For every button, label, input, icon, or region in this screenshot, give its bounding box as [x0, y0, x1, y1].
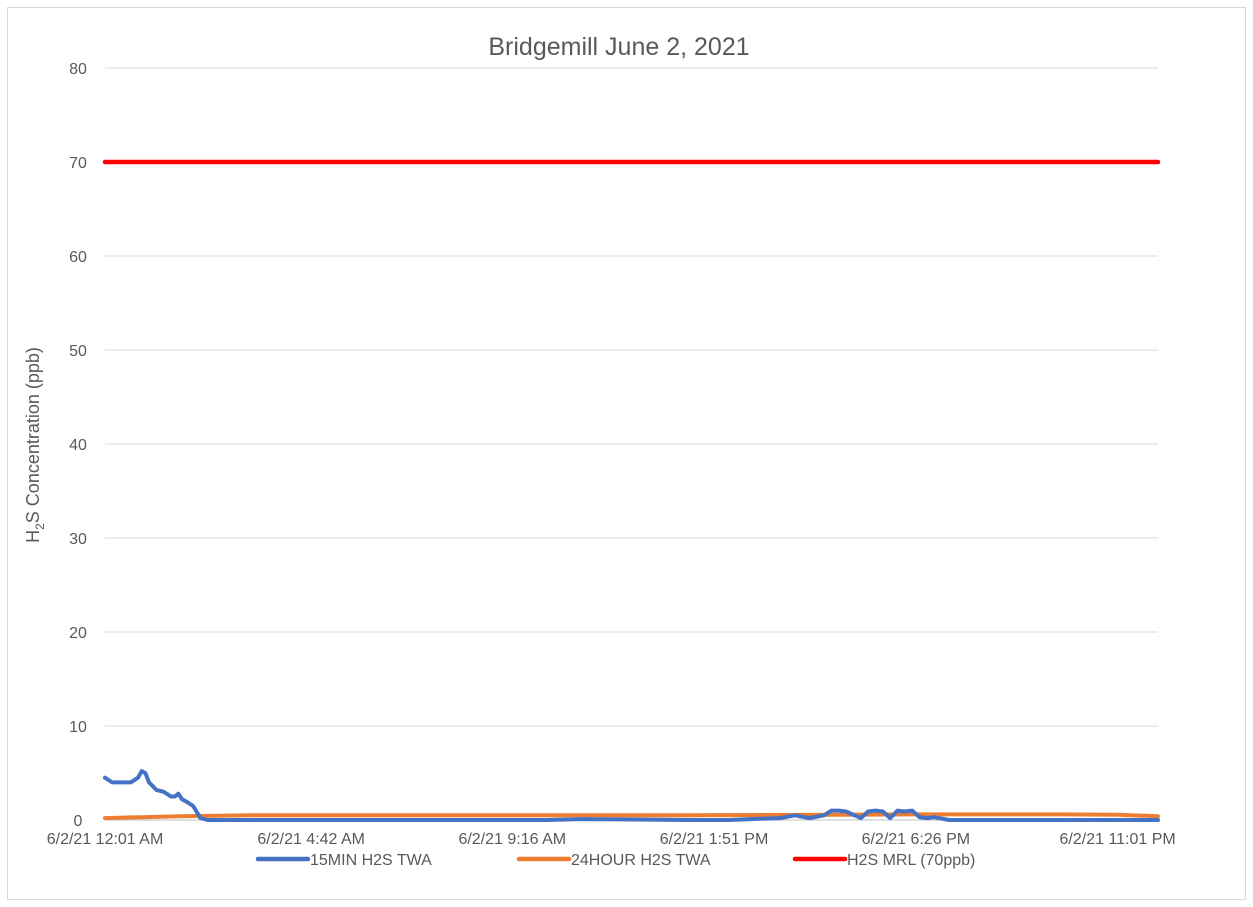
y-tick-label: 30 [69, 531, 87, 548]
plot-area [102, 159, 1161, 822]
y-tick-label: 40 [69, 437, 87, 454]
chart-title: Bridgemill June 2, 2021 [488, 33, 749, 61]
y-tick-label: 80 [69, 61, 87, 78]
y-tick-label: 60 [69, 249, 87, 266]
x-tick-label: 6/2/21 11:01 PM [1060, 831, 1176, 848]
x-tick-label: 6/2/21 9:16 AM [458, 831, 566, 848]
gridlines [105, 67, 1158, 821]
y-tick-labels: 0 10 20 30 40 50 60 70 80 [69, 61, 87, 830]
x-tick-label: 6/2/21 6:26 PM [862, 831, 971, 848]
y-tick-label: 0 [74, 813, 83, 830]
x-tick-label: 6/2/21 12:01 AM [47, 831, 164, 848]
x-tick-label: 6/2/21 4:42 AM [257, 831, 365, 848]
x-tick-labels: 6/2/21 12:01 AM 6/2/21 4:42 AM 6/2/21 9:16… [47, 831, 1176, 848]
y-axis-label-main: H [23, 530, 43, 543]
series-line-1 [103, 812, 1160, 821]
line-chart: Bridgemill June 2, 2021 0 10 20 30 40 50 60 70 8… [23, 33, 1176, 869]
x-tick-label: 6/2/21 1:51 PM [660, 831, 769, 848]
y-tick-label: 20 [69, 625, 87, 642]
legend-label-0: 15MIN H2S TWA [310, 852, 432, 869]
y-tick-label: 50 [69, 343, 87, 360]
legend-label-1: 24HOUR H2S TWA [571, 852, 711, 869]
y-axis-label: H2S Concentration (ppb) [23, 347, 47, 543]
y-axis-label-subscript: 2 [33, 523, 47, 530]
chart-frame: Bridgemill June 2, 2021 0 10 20 30 40 50 60 70 8… [7, 7, 1246, 900]
y-axis-label-rest: S Concentration (ppb) [23, 347, 43, 523]
legend: 15MIN H2S TWA 24HOUR H2S TWA H2S MRL (70pp… [255, 852, 975, 869]
y-tick-label: 70 [69, 155, 87, 172]
legend-label-2: H2S MRL (70ppb) [847, 852, 975, 869]
series-line-0 [103, 769, 1160, 822]
y-tick-label: 10 [69, 719, 87, 736]
